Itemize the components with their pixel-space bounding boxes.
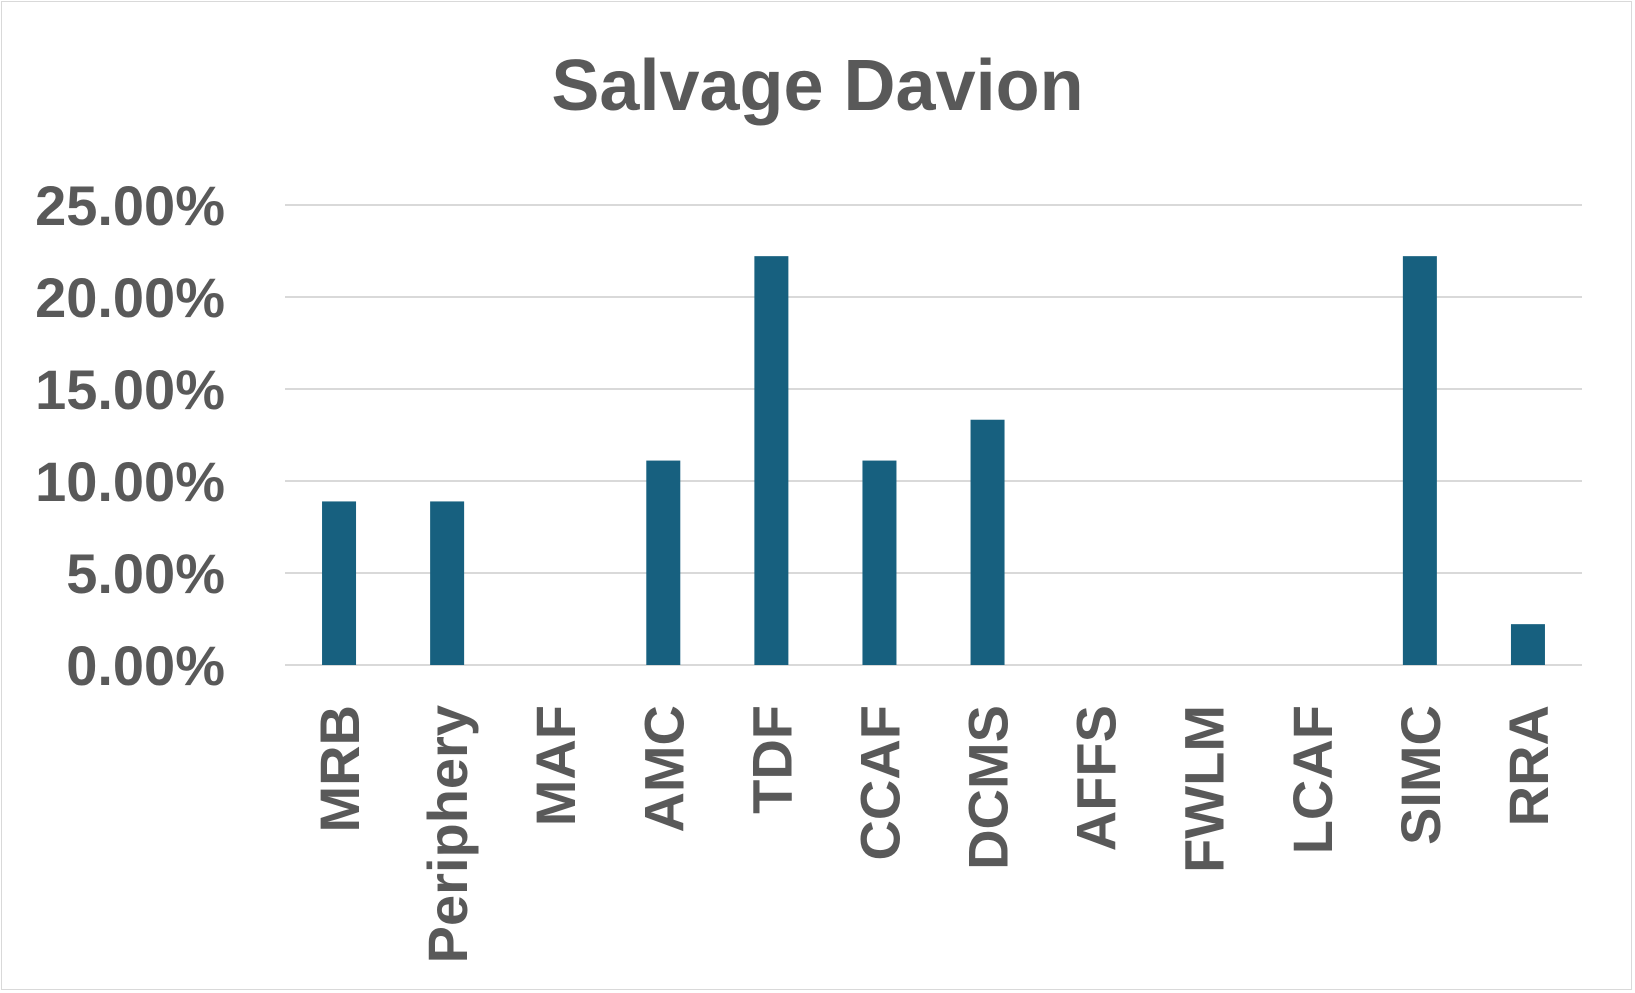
y-tick-label: 15.00% — [35, 358, 225, 421]
x-category-label: MAF — [524, 705, 587, 826]
bar-simc — [1402, 256, 1437, 665]
y-tick-label: 0.00% — [66, 634, 225, 697]
x-category-label: DCMS — [957, 705, 1020, 870]
bar-ccaf — [862, 460, 897, 665]
y-tick-label: 5.00% — [66, 542, 225, 605]
bar-mrb — [322, 501, 357, 665]
y-tick-label: 25.00% — [35, 174, 225, 237]
x-category-label: AMC — [632, 705, 695, 833]
y-tick-label: 10.00% — [35, 450, 225, 513]
bar-rra — [1510, 624, 1545, 665]
x-category-label: FWLM — [1173, 705, 1236, 873]
x-category-label: SIMC — [1389, 705, 1452, 845]
x-category-label: LCAF — [1281, 705, 1344, 854]
bar-amc — [646, 460, 681, 665]
x-category-label: Periphery — [416, 705, 479, 963]
chart-title: Salvage Davion — [551, 46, 1084, 126]
bar-dcms — [970, 419, 1005, 665]
x-category-label: MRB — [308, 705, 371, 833]
y-tick-label: 20.00% — [35, 266, 225, 329]
x-category-label: AFFS — [1065, 705, 1128, 851]
bar-tdf — [754, 256, 789, 665]
bar-periphery — [430, 501, 465, 665]
x-category-label: CCAF — [848, 705, 911, 861]
x-category-label: TDF — [740, 705, 803, 814]
x-category-label: RRA — [1497, 705, 1560, 826]
